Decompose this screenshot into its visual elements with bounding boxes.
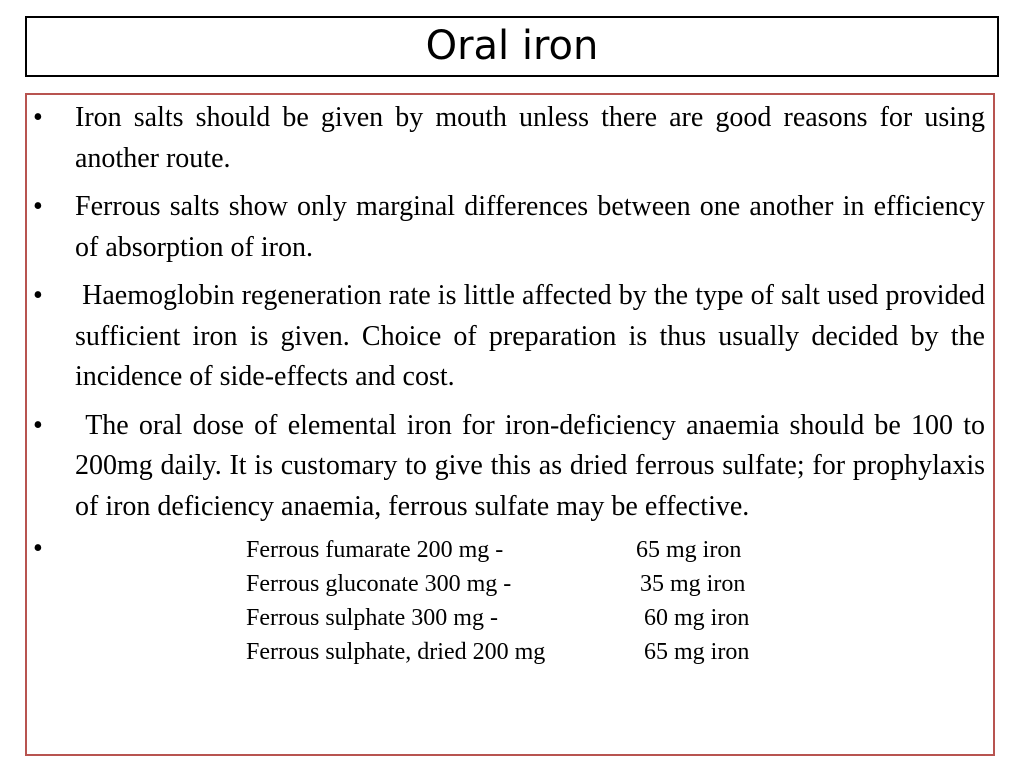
bullet-item: • Haemoglobin regeneration rate is littl…: [27, 276, 993, 398]
iron-table-row: Ferrous gluconate 300 mg - 35 mg iron: [75, 567, 993, 601]
iron-preparation: Ferrous sulphate, dried 200 mg: [246, 639, 546, 665]
bullet-item: • Iron salts should be given by mouth un…: [27, 98, 993, 179]
bullet-item: • Ferrous salts show only marginal diffe…: [27, 187, 993, 268]
iron-table-row: Ferrous sulphate, dried 200 mg 65 mg iro…: [75, 635, 993, 669]
title-box: Oral iron: [25, 16, 999, 77]
bullet-text: Iron salts should be given by mouth unle…: [75, 102, 985, 174]
iron-preparations-table: • Ferrous fumarate 200 mg - 65 mg iron F…: [27, 533, 993, 669]
bullet-marker: •: [33, 533, 43, 564]
bullet-text: Ferrous salts show only marginal differe…: [75, 191, 985, 263]
iron-preparation: Ferrous gluconate 300 mg -: [246, 571, 512, 597]
bullet-marker: •: [33, 280, 43, 311]
iron-preparation: Ferrous fumarate 200 mg -: [246, 537, 504, 563]
elemental-iron-amount: 60 mg iron: [644, 605, 750, 631]
bullet-marker: •: [33, 409, 43, 441]
slide-title: Oral iron: [425, 22, 599, 69]
bullet-item: • The oral dose of elemental iron for ir…: [27, 406, 993, 528]
elemental-iron-amount: 35 mg iron: [640, 571, 746, 597]
bullet-text: The oral dose of elemental iron for iron…: [75, 409, 993, 522]
bullet-list: • Iron salts should be given by mouth un…: [27, 95, 993, 669]
iron-table-row: Ferrous sulphate 300 mg - 60 mg iron: [75, 601, 993, 635]
content-box: • Iron salts should be given by mouth un…: [25, 93, 995, 756]
elemental-iron-amount: 65 mg iron: [644, 639, 750, 665]
elemental-iron-amount: 65 mg iron: [636, 537, 742, 563]
bullet-marker: •: [33, 102, 43, 133]
bullet-marker: •: [33, 191, 43, 222]
iron-preparation: Ferrous sulphate 300 mg -: [246, 605, 498, 631]
bullet-text: Haemoglobin regeneration rate is little …: [75, 280, 992, 392]
iron-table-row: Ferrous fumarate 200 mg - 65 mg iron: [75, 533, 993, 567]
